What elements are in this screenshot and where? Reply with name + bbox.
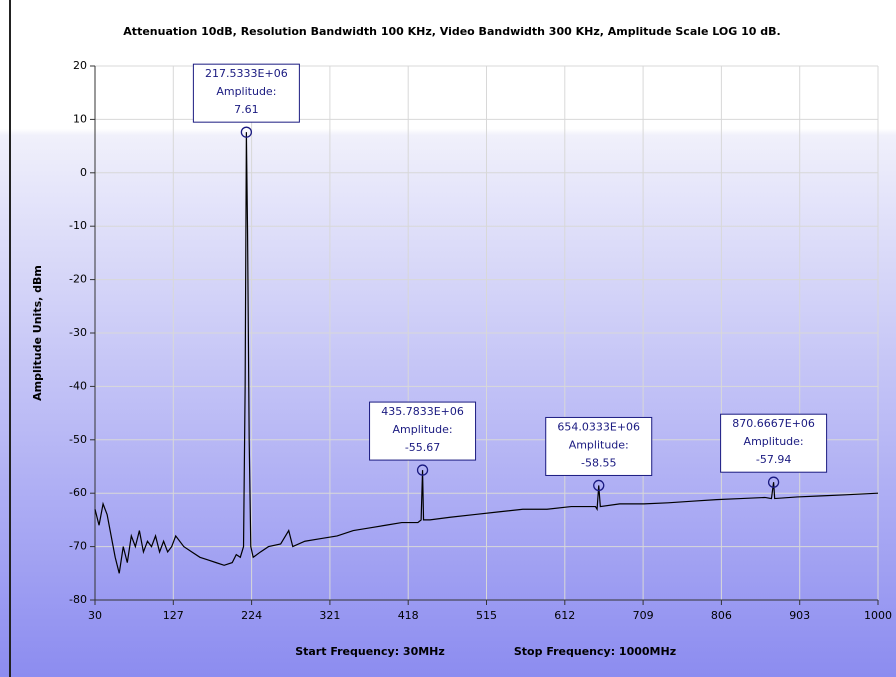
y-tick-label: 20 <box>73 59 87 72</box>
y-tick-label: -80 <box>69 593 87 606</box>
y-tick-label: -40 <box>69 379 87 392</box>
x-tick-label: 321 <box>319 609 340 622</box>
x-tick-label: 903 <box>789 609 810 622</box>
x-tick-label: 1000 <box>864 609 892 622</box>
chart-title: Attenuation 10dB, Resolution Bandwidth 1… <box>123 25 780 38</box>
annotation-frequency: 217.5333E+06 <box>205 67 288 80</box>
y-tick-label: 10 <box>73 112 87 125</box>
annotation-frequency: 870.6667E+06 <box>732 417 815 430</box>
x-tick-label: 127 <box>163 609 184 622</box>
y-tick-label: 0 <box>80 166 87 179</box>
peak-marker <box>593 479 605 492</box>
annotation-value: -55.67 <box>405 441 440 454</box>
y-tick-label: -70 <box>69 540 87 553</box>
x-tick-label: 224 <box>241 609 262 622</box>
annotation-box <box>192 63 300 123</box>
x-tick-label: 612 <box>554 609 575 622</box>
peak-marker <box>416 464 429 476</box>
y-tick-label: -10 <box>69 219 87 232</box>
x-tick-label: 30 <box>88 609 102 622</box>
x-tick-label: 515 <box>476 609 497 622</box>
peak-marker <box>240 126 253 138</box>
footer-stop: Stop Frequency: 1000MHz <box>514 645 676 658</box>
x-tick-label: 709 <box>633 609 654 622</box>
annotation-box <box>545 416 653 476</box>
annotation-value: -57.94 <box>756 453 791 466</box>
annotation-caption: Amplitude: <box>393 423 453 436</box>
x-tick-label: 418 <box>398 609 419 622</box>
annotation-value: -58.55 <box>581 456 616 469</box>
peak-marker <box>767 476 780 488</box>
annotation-caption: Amplitude: <box>569 438 629 451</box>
annotation-box <box>369 401 477 461</box>
y-tick-label: -50 <box>69 433 87 446</box>
annotation-caption: Amplitude: <box>216 85 276 98</box>
footer-start: Start Frequency: 30MHz <box>295 645 445 658</box>
annotation-frequency: 654.0333E+06 <box>557 420 640 433</box>
y-tick-label: -20 <box>69 273 87 286</box>
y-tick-label: -30 <box>69 326 87 339</box>
y-axis-label: Amplitude Units, dBm <box>31 265 44 401</box>
annotation-caption: Amplitude: <box>744 435 804 448</box>
y-tick-label: -60 <box>69 486 87 499</box>
annotation-box <box>720 413 828 473</box>
annotation-value: 7.61 <box>234 103 259 116</box>
trace <box>94 132 879 574</box>
annotation-frequency: 435.7833E+06 <box>381 405 464 418</box>
x-tick-label: 806 <box>711 609 732 622</box>
